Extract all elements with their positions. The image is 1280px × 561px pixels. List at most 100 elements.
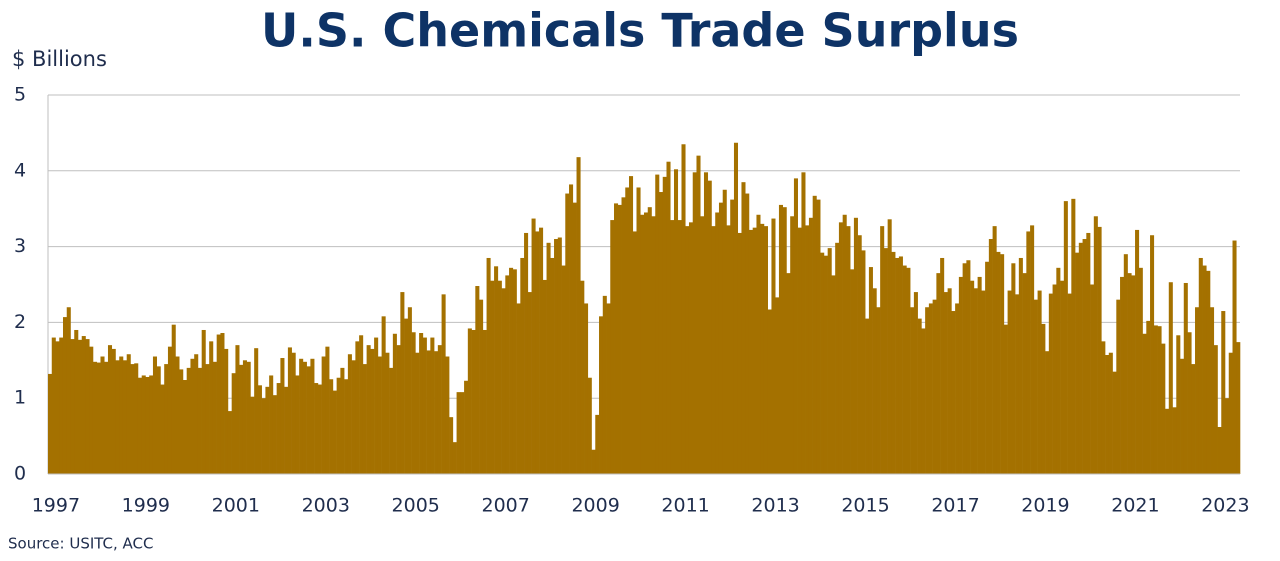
bar xyxy=(1161,343,1166,474)
bar xyxy=(677,220,682,474)
bar xyxy=(164,364,169,474)
bar xyxy=(1217,427,1222,474)
x-tick-label: 2005 xyxy=(392,495,440,517)
bar xyxy=(572,202,577,475)
bar xyxy=(880,226,885,474)
bar xyxy=(688,222,694,474)
bar xyxy=(805,225,810,474)
bar xyxy=(374,337,379,474)
bar xyxy=(925,307,930,474)
bar xyxy=(696,155,701,474)
bar xyxy=(621,197,626,474)
bar xyxy=(497,280,502,474)
x-tick-label: 1999 xyxy=(122,495,170,517)
bar xyxy=(100,356,105,474)
bar xyxy=(479,299,484,474)
bar xyxy=(62,317,68,474)
bar xyxy=(509,267,514,474)
bar xyxy=(1090,284,1095,474)
bar xyxy=(512,269,517,474)
x-tick-label: 2013 xyxy=(751,495,799,517)
bar xyxy=(898,256,903,474)
bar xyxy=(655,174,660,474)
bar xyxy=(741,182,746,475)
bar xyxy=(958,276,963,474)
bar xyxy=(126,354,131,474)
bar xyxy=(685,226,690,474)
bar xyxy=(340,367,345,474)
bar xyxy=(730,199,735,474)
bar xyxy=(910,307,915,474)
bar xyxy=(820,252,825,474)
bar xyxy=(250,396,255,474)
bar xyxy=(89,346,94,474)
x-tick-label: 2017 xyxy=(931,495,979,517)
bar xyxy=(715,212,720,475)
bar xyxy=(812,195,817,474)
bar xyxy=(1022,273,1027,474)
bar xyxy=(1116,299,1121,474)
bar xyxy=(977,276,982,474)
bar xyxy=(220,333,225,474)
bar xyxy=(190,358,195,474)
bar xyxy=(565,193,570,475)
bar xyxy=(332,390,337,474)
bar xyxy=(632,231,637,474)
bar xyxy=(1135,229,1140,474)
bar xyxy=(347,354,352,474)
bar xyxy=(460,392,465,474)
x-tick-label: 2001 xyxy=(212,495,260,517)
bar xyxy=(1000,254,1005,474)
bar xyxy=(666,161,671,475)
bar xyxy=(186,367,191,474)
bar xyxy=(917,318,922,474)
bar xyxy=(711,226,716,474)
bar xyxy=(913,292,918,474)
bar xyxy=(793,178,798,474)
bar xyxy=(524,232,529,474)
bar xyxy=(647,207,652,474)
bar xyxy=(951,311,956,474)
bar xyxy=(580,280,585,474)
bar xyxy=(276,383,281,474)
bar xyxy=(1157,326,1162,474)
bar xyxy=(1018,257,1023,474)
bar xyxy=(651,216,656,474)
bar xyxy=(554,239,559,474)
bar xyxy=(392,333,397,474)
bar xyxy=(1093,216,1098,474)
bar xyxy=(520,257,525,474)
bar xyxy=(527,292,532,474)
bar xyxy=(1180,358,1185,474)
bar xyxy=(703,172,709,475)
bar xyxy=(636,187,641,474)
bar xyxy=(1007,290,1012,474)
bar xyxy=(261,398,266,474)
bar xyxy=(1142,333,1147,474)
bar xyxy=(797,227,802,474)
bar xyxy=(955,303,960,474)
bar xyxy=(921,328,926,474)
bar xyxy=(756,214,761,474)
bar xyxy=(726,225,731,474)
bar xyxy=(1037,290,1042,474)
bar xyxy=(1232,240,1237,474)
bar xyxy=(1041,323,1046,474)
bar xyxy=(853,217,858,474)
bar xyxy=(77,339,83,474)
y-tick-label: 3 xyxy=(14,235,26,257)
bar xyxy=(452,442,457,474)
bar xyxy=(640,214,645,474)
bar xyxy=(254,348,259,474)
bar xyxy=(823,255,828,474)
bar xyxy=(673,169,679,474)
bar xyxy=(722,189,727,474)
bar xyxy=(242,360,247,474)
bar xyxy=(846,226,851,474)
bar xyxy=(1011,263,1016,474)
bar xyxy=(475,286,480,474)
bar xyxy=(152,356,158,474)
bar xyxy=(396,345,401,474)
bar xyxy=(115,360,120,474)
bar xyxy=(299,358,304,474)
